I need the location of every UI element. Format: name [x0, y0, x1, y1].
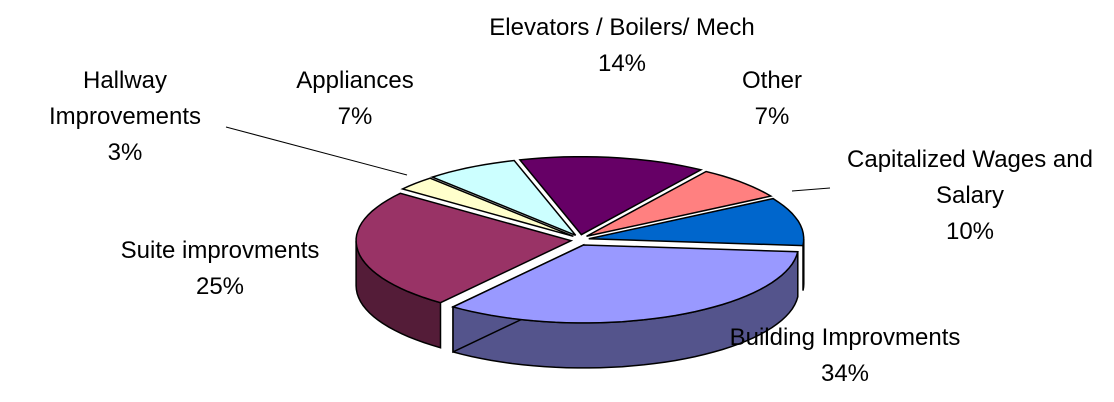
slice-label: Appliances 7%: [255, 63, 455, 135]
category-name: Capitalized Wages and Salary: [847, 146, 1093, 209]
value-label: 14%: [597, 50, 647, 77]
slice-label: Hallway Improvements 3%: [40, 63, 210, 171]
category-name: Suite improvments: [120, 237, 320, 264]
value-label: 34%: [820, 360, 870, 387]
slice-label: Other 7%: [712, 63, 832, 135]
value-label: 25%: [195, 273, 245, 300]
slice: [586, 170, 773, 238]
category-name: Appliances: [296, 67, 414, 94]
slice-label: Suite improvments 25%: [70, 233, 370, 305]
slice-side: [802, 238, 805, 291]
value-label: 10%: [945, 218, 995, 245]
slice: [588, 197, 805, 247]
slice: [518, 155, 704, 236]
category-name: Building Improvments: [729, 324, 961, 351]
leader-line: [791, 187, 831, 192]
category-name: Hallway Improvements: [48, 67, 202, 130]
leader-line: [225, 126, 408, 176]
slice: [450, 244, 799, 324]
slice: [430, 159, 577, 236]
category-name: Elevators / Boilers/ Mech: [489, 14, 755, 41]
slice: [355, 192, 574, 304]
value-label: 3%: [107, 139, 143, 166]
slice-label: Building Improvments 34%: [670, 320, 1020, 392]
value-label: 7%: [754, 103, 790, 130]
slice-label: Elevators / Boilers/ Mech 14%: [472, 10, 772, 82]
value-label: 7%: [337, 103, 373, 130]
slice-label: Capitalized Wages and Salary 10%: [825, 142, 1114, 250]
category-name: Other: [741, 67, 803, 94]
slice: [400, 177, 574, 238]
